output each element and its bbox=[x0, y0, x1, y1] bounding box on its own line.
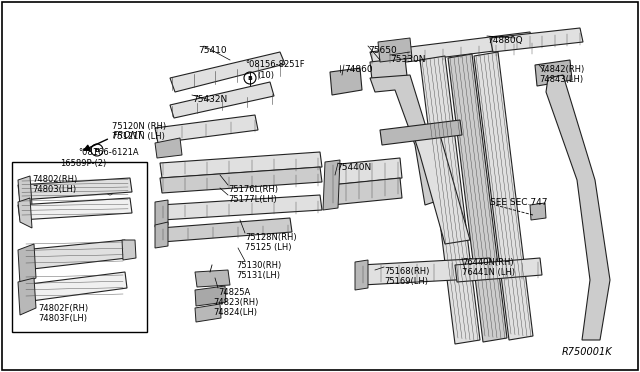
Text: 76441N (LH): 76441N (LH) bbox=[462, 268, 515, 277]
Text: 75432N: 75432N bbox=[192, 95, 227, 104]
Polygon shape bbox=[160, 195, 322, 220]
Polygon shape bbox=[18, 176, 32, 208]
Text: 74803(LH): 74803(LH) bbox=[32, 185, 76, 194]
Polygon shape bbox=[474, 52, 533, 340]
Polygon shape bbox=[323, 160, 340, 210]
Text: 75176L(RH): 75176L(RH) bbox=[228, 185, 278, 194]
Polygon shape bbox=[195, 286, 226, 306]
Polygon shape bbox=[355, 260, 368, 290]
Text: 75128N(RH): 75128N(RH) bbox=[245, 233, 296, 242]
Text: R750001K: R750001K bbox=[562, 347, 612, 357]
Text: 74803F(LH): 74803F(LH) bbox=[38, 314, 87, 323]
Polygon shape bbox=[195, 270, 230, 287]
Polygon shape bbox=[155, 138, 182, 158]
Text: 75121N (LH): 75121N (LH) bbox=[112, 132, 165, 141]
Polygon shape bbox=[330, 68, 362, 95]
Polygon shape bbox=[330, 178, 402, 205]
Text: 75120N (RH): 75120N (RH) bbox=[112, 122, 166, 131]
Polygon shape bbox=[370, 75, 440, 205]
Polygon shape bbox=[455, 258, 542, 282]
Text: 75125 (LH): 75125 (LH) bbox=[245, 243, 291, 252]
Polygon shape bbox=[18, 278, 36, 315]
Text: °08156-8251F: °08156-8251F bbox=[245, 60, 305, 69]
Text: 74843(LH): 74843(LH) bbox=[539, 75, 583, 84]
Polygon shape bbox=[546, 75, 610, 340]
Polygon shape bbox=[170, 52, 285, 92]
Text: 74842(RH): 74842(RH) bbox=[539, 65, 584, 74]
Polygon shape bbox=[160, 167, 322, 193]
Circle shape bbox=[552, 71, 558, 77]
Polygon shape bbox=[18, 244, 36, 285]
Text: FRONT: FRONT bbox=[113, 131, 144, 140]
Text: 75410: 75410 bbox=[198, 46, 227, 55]
Text: 74802F(RH): 74802F(RH) bbox=[38, 304, 88, 313]
Text: 75168(RH): 75168(RH) bbox=[384, 267, 429, 276]
Text: 75177L(LH): 75177L(LH) bbox=[228, 195, 276, 204]
Polygon shape bbox=[330, 158, 402, 185]
Text: °08166-6121A: °08166-6121A bbox=[78, 148, 139, 157]
Text: B: B bbox=[95, 148, 99, 153]
Polygon shape bbox=[370, 32, 534, 66]
Polygon shape bbox=[160, 218, 292, 242]
Polygon shape bbox=[420, 56, 480, 344]
Text: 75169(LH): 75169(LH) bbox=[384, 277, 428, 286]
Polygon shape bbox=[448, 54, 507, 342]
Polygon shape bbox=[535, 60, 572, 86]
Polygon shape bbox=[122, 240, 136, 260]
Polygon shape bbox=[22, 272, 127, 302]
Polygon shape bbox=[195, 304, 221, 322]
Text: 75650: 75650 bbox=[368, 46, 397, 55]
Text: 75330N: 75330N bbox=[390, 55, 426, 64]
Text: 75131(LH): 75131(LH) bbox=[236, 271, 280, 280]
Polygon shape bbox=[378, 38, 412, 62]
Text: 74802(RH): 74802(RH) bbox=[32, 175, 77, 184]
Text: 74880Q: 74880Q bbox=[487, 36, 523, 45]
Text: 16589P-(2): 16589P-(2) bbox=[60, 159, 106, 168]
Text: 74825A: 74825A bbox=[218, 288, 250, 297]
Text: 74860: 74860 bbox=[344, 65, 372, 74]
Polygon shape bbox=[155, 200, 168, 227]
Polygon shape bbox=[360, 258, 492, 285]
Polygon shape bbox=[22, 240, 127, 270]
Polygon shape bbox=[160, 152, 322, 178]
Text: B: B bbox=[248, 76, 252, 80]
Text: (10): (10) bbox=[257, 71, 274, 80]
Text: 74824(LH): 74824(LH) bbox=[213, 308, 257, 317]
Polygon shape bbox=[170, 82, 274, 118]
Polygon shape bbox=[155, 222, 168, 248]
Bar bbox=[12, 162, 147, 332]
Text: 75440N: 75440N bbox=[336, 163, 371, 172]
Polygon shape bbox=[490, 28, 583, 52]
Text: 76440N(RH): 76440N(RH) bbox=[462, 258, 514, 267]
Polygon shape bbox=[155, 115, 258, 143]
Polygon shape bbox=[415, 135, 470, 244]
Polygon shape bbox=[18, 198, 32, 228]
Polygon shape bbox=[380, 120, 462, 145]
Text: 74823(RH): 74823(RH) bbox=[213, 298, 259, 307]
Polygon shape bbox=[18, 178, 132, 200]
Text: 75130(RH): 75130(RH) bbox=[236, 261, 281, 270]
Polygon shape bbox=[18, 198, 132, 220]
Polygon shape bbox=[370, 58, 407, 80]
Text: SEE SEC.747: SEE SEC.747 bbox=[490, 198, 547, 207]
Polygon shape bbox=[530, 203, 546, 220]
